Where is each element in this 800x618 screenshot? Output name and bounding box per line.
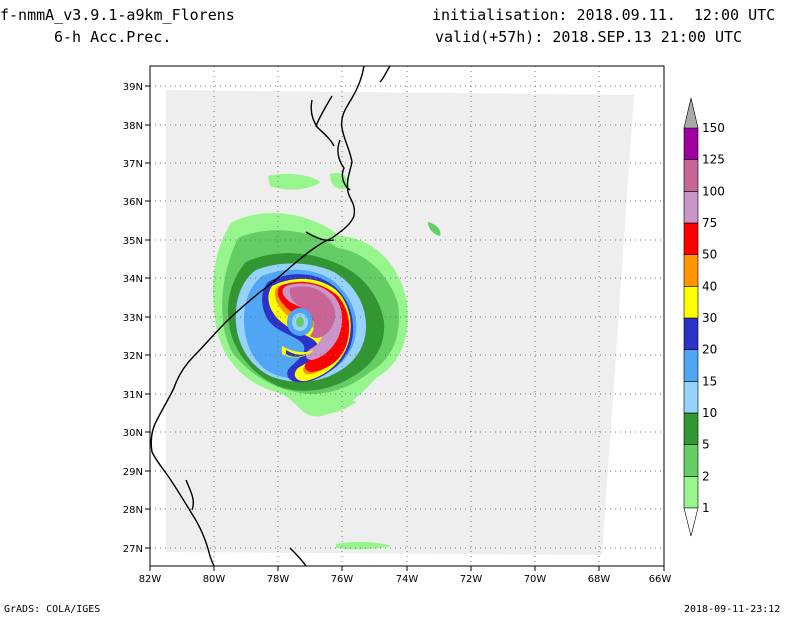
lat-label: 32N [123,351,143,362]
map-grid [150,66,664,566]
lat-label: 39N [123,82,143,93]
colorbar-label: 30 [702,311,717,325]
colorbar-label: 1 [702,501,710,515]
lat-label: 36N [123,197,143,208]
lat-label: 28N [123,505,143,516]
lon-label: 82W [139,574,162,585]
lon-label: 70W [524,574,547,585]
lat-label: 37N [123,159,143,170]
colorbar-box [683,317,699,350]
colorbar-box [683,476,699,509]
model-title: f-nmmA_v3.9.1-a9km_Florens [0,6,235,24]
lat-label: 29N [123,467,143,478]
colorbar-label: 40 [702,279,717,293]
colorbar-label: 125 [702,153,725,167]
colorbar-box [683,412,699,445]
init-time: initialisation: 2018.09.11. 12:00 UTC [432,6,776,24]
lon-label: 72W [460,574,483,585]
colorbar-label: 150 [702,121,725,135]
colorbar-box [683,222,699,255]
lon-label: 66W [649,574,672,585]
colorbar-box [683,286,699,319]
precipitation-field [213,172,441,550]
lon-label: 74W [396,574,419,585]
colorbar-label: 10 [702,406,717,420]
colorbar-box [683,349,699,382]
coastline [150,66,391,566]
colorbar-label: 15 [702,374,717,388]
colorbar-max-arrow [683,97,699,129]
footer-credit: GrADS: COLA/IGES [4,604,101,615]
field-title: 6-h Acc.Prec. [54,28,172,46]
colorbar-label: 2 [702,469,710,483]
colorbar-label: 75 [702,216,717,230]
lat-label: 34N [123,274,143,285]
footer-timestamp: 2018-09-11-23:12 [684,604,781,615]
colorbar-box [683,127,699,160]
colorbar-box [683,254,699,287]
lon-label: 78W [267,574,290,585]
colorbar-box [683,444,699,477]
lat-label: 30N [123,428,143,439]
lon-label: 76W [331,574,354,585]
colorbar-label: 20 [702,343,717,357]
colorbar-min-arrow [683,507,699,537]
lat-axis: 39N 38N 37N 36N 35N 34N 33N 32N 31N 30N … [123,82,143,555]
colorbar-label: 5 [702,438,710,452]
colorbar-label: 50 [702,248,717,262]
colorbar-box [683,381,699,414]
colorbar-box [683,191,699,224]
lat-label: 35N [123,236,143,247]
colorbar-box [683,159,699,192]
lon-label: 80W [203,574,226,585]
valid-time: valid(+57h): 2018.SEP.13 21:00 UTC [435,28,743,46]
lon-label: 68W [588,574,611,585]
lon-axis: 82W 80W 78W 76W 74W 72W 70W 68W 66W [139,574,672,585]
lat-label: 27N [123,544,143,555]
colorbar-label: 100 [702,184,725,198]
lat-label: 38N [123,121,143,132]
lat-label: 33N [123,313,143,324]
lat-label: 31N [123,390,143,401]
